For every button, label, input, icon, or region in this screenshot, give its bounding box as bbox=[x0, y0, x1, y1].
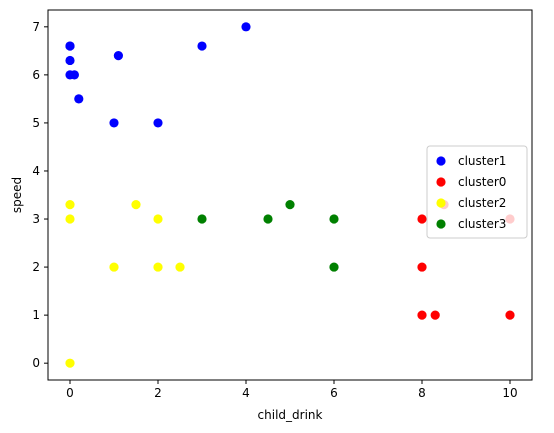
y-tick-label: 3 bbox=[32, 212, 40, 226]
plot-frame bbox=[47, 9, 533, 381]
y-tick-label: 5 bbox=[32, 116, 40, 130]
point-cluster2-2 bbox=[65, 358, 75, 368]
x-tick-label: 2 bbox=[154, 386, 162, 400]
x-tick-label: 10 bbox=[502, 386, 517, 400]
y-tick-label: 4 bbox=[32, 164, 40, 178]
point-cluster1-9 bbox=[197, 41, 207, 51]
x-tick-label: 8 bbox=[418, 386, 426, 400]
y-ticks: 0 1 2 3 4 5 6 7 bbox=[32, 20, 48, 370]
y-tick-label: 2 bbox=[32, 260, 40, 274]
y-tick-label: 7 bbox=[32, 20, 40, 34]
legend-label-cluster2: cluster2 bbox=[458, 196, 506, 210]
point-cluster3-3 bbox=[329, 214, 339, 224]
point-cluster2-4 bbox=[131, 200, 141, 210]
legend-marker-cluster0 bbox=[436, 177, 446, 187]
point-cluster0-3 bbox=[430, 310, 440, 320]
legend-marker-cluster3 bbox=[436, 219, 446, 229]
point-cluster0-0 bbox=[417, 214, 427, 224]
legend-label-cluster3: cluster3 bbox=[458, 217, 506, 231]
x-axis-label: child_drink bbox=[258, 408, 323, 422]
x-tick-label: 6 bbox=[330, 386, 338, 400]
point-cluster3-0 bbox=[197, 214, 207, 224]
y-tick-label: 6 bbox=[32, 68, 40, 82]
point-cluster2-0 bbox=[65, 200, 75, 210]
point-cluster2-1 bbox=[65, 214, 75, 224]
legend-marker-cluster1 bbox=[436, 156, 446, 166]
point-cluster0-2 bbox=[417, 310, 427, 320]
points-layer bbox=[65, 22, 515, 368]
point-cluster2-5 bbox=[153, 214, 163, 224]
legend-label-cluster1: cluster1 bbox=[458, 154, 506, 168]
point-cluster1-7 bbox=[113, 51, 123, 61]
y-axis-label: speed bbox=[10, 177, 24, 213]
point-cluster1-10 bbox=[241, 22, 251, 32]
y-tick-label: 1 bbox=[32, 308, 40, 322]
legend-label-cluster0: cluster0 bbox=[458, 175, 506, 189]
point-cluster0-1 bbox=[417, 262, 427, 272]
x-ticks: 0 2 4 6 8 10 bbox=[66, 380, 518, 400]
legend: cluster1 cluster0 cluster2 cluster3 bbox=[426, 145, 528, 239]
point-cluster1-5 bbox=[74, 94, 84, 104]
point-cluster1-4 bbox=[69, 70, 79, 80]
point-cluster1-8 bbox=[153, 118, 163, 128]
point-cluster1-1 bbox=[65, 41, 75, 51]
point-cluster2-6 bbox=[153, 262, 163, 272]
point-cluster2-7 bbox=[175, 262, 185, 272]
point-cluster1-6 bbox=[109, 118, 119, 128]
legend-box bbox=[426, 145, 528, 239]
y-tick-label: 0 bbox=[32, 356, 40, 370]
point-cluster3-2 bbox=[285, 200, 295, 210]
x-tick-label: 0 bbox=[66, 386, 74, 400]
point-cluster2-3 bbox=[109, 262, 119, 272]
point-cluster3-4 bbox=[329, 262, 339, 272]
point-cluster1-2 bbox=[65, 55, 75, 66]
point-cluster0-5 bbox=[505, 310, 515, 320]
legend-marker-cluster2 bbox=[436, 198, 446, 208]
x-tick-label: 4 bbox=[242, 386, 250, 400]
point-cluster3-1 bbox=[263, 214, 273, 224]
